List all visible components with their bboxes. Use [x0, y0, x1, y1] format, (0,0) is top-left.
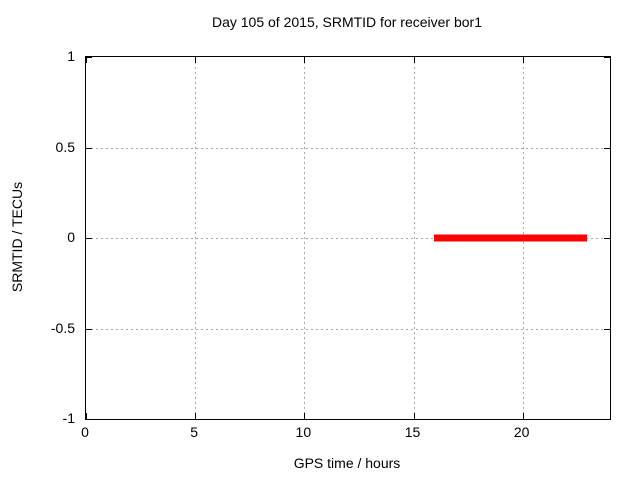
x-tick-bottom	[195, 413, 197, 419]
y-tick-right	[604, 328, 610, 330]
x-tick-top	[522, 57, 524, 63]
series-line-srmtid	[434, 234, 588, 242]
y-gridline	[86, 328, 610, 330]
y-tick-right	[604, 57, 610, 58]
y-tick-left	[86, 419, 92, 420]
y-tick-right	[604, 419, 610, 420]
chart-title: Day 105 of 2015, SRMTID for receiver bor…	[211, 14, 482, 30]
x-tick-top	[86, 57, 87, 63]
x-tick-label: 0	[81, 424, 89, 440]
y-tick-left	[86, 57, 92, 58]
y-tick-right	[604, 238, 610, 239]
x-axis-label: GPS time / hours	[293, 455, 401, 471]
x-tick-bottom	[86, 413, 87, 419]
y-tick-left	[86, 328, 92, 330]
x-tick-bottom	[522, 413, 524, 419]
y-gridline	[86, 238, 610, 239]
x-tick-label: 15	[404, 424, 421, 440]
y-tick-label: -0.5	[50, 319, 75, 336]
y-tick-left	[86, 238, 92, 239]
y-tick-right	[604, 147, 610, 149]
x-tick-top	[413, 57, 415, 63]
plot-area	[85, 56, 611, 420]
y-gridline	[86, 147, 610, 149]
x-tick-label: 5	[190, 424, 199, 440]
y-tick-label: 0	[67, 229, 75, 245]
y-tick-label: 0.5	[55, 138, 75, 155]
x-tick-top	[195, 57, 197, 63]
x-tick-label: 20	[513, 424, 530, 440]
x-tick-bottom	[304, 413, 306, 419]
x-tick-top	[304, 57, 306, 63]
x-tick-label: 10	[295, 424, 312, 440]
y-tick-left	[86, 147, 92, 149]
x-tick-bottom	[413, 413, 415, 419]
y-tick-label: -1	[62, 410, 75, 426]
y-tick-label: 1	[67, 48, 75, 64]
